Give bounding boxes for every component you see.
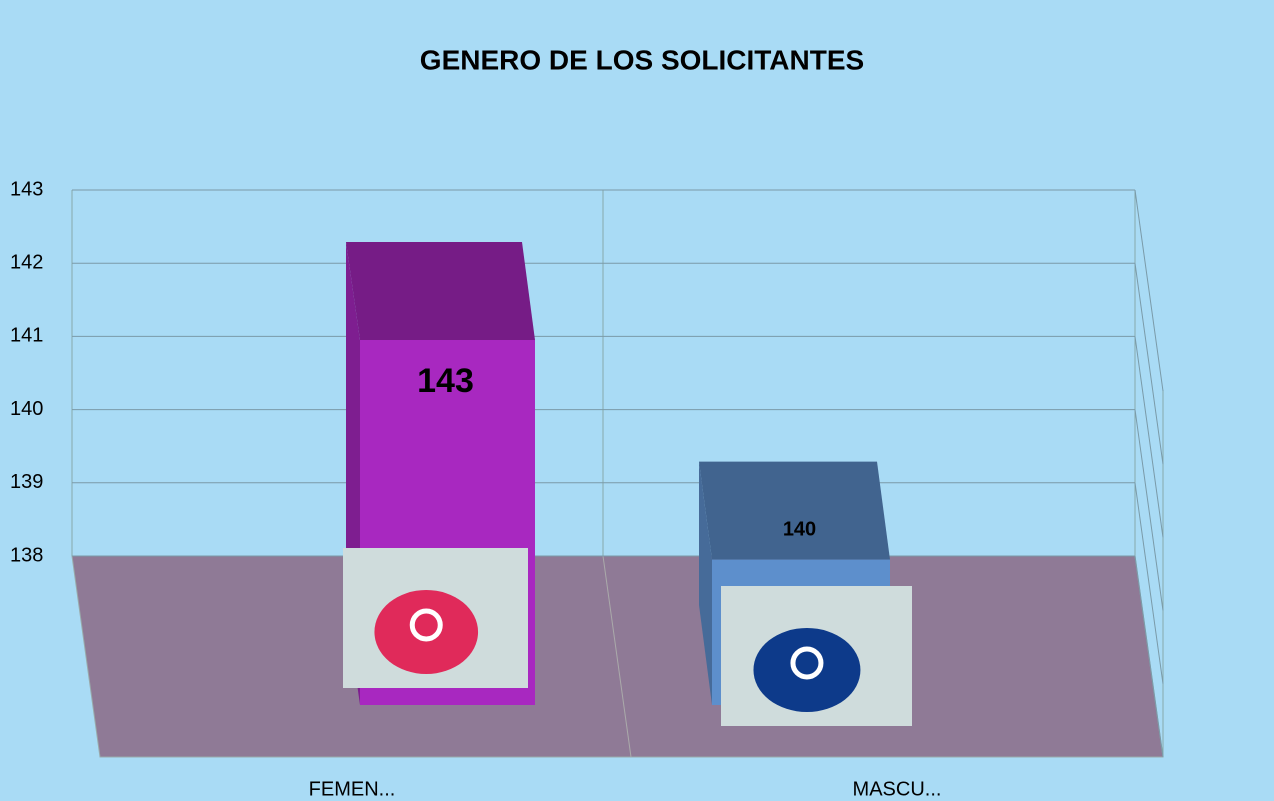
- y-tick-label: 142: [10, 251, 43, 273]
- bar-top: [346, 242, 535, 340]
- y-tick-label: 139: [10, 471, 43, 493]
- hand-icon: [753, 628, 861, 712]
- gender-symbol: [409, 608, 443, 642]
- y-tick-label: 143: [10, 178, 43, 200]
- grid-line: [1134, 336, 1164, 538]
- grid-line: [1134, 409, 1164, 611]
- value-label: 140: [783, 518, 816, 540]
- y-tick-label: 141: [10, 325, 43, 347]
- y-tick-label: 140: [10, 398, 43, 420]
- grid-line: [1134, 189, 1164, 392]
- grid-line: [1134, 263, 1164, 465]
- value-label: 143: [417, 362, 474, 400]
- x-tick-label: MASCU...: [853, 778, 942, 800]
- bar-side: [699, 461, 712, 705]
- x-tick-label: FEMEN...: [309, 778, 396, 800]
- gender-symbol: [790, 646, 824, 680]
- floor-edge: [602, 555, 632, 758]
- y-tick-label: 138: [10, 544, 43, 566]
- grid-line: [1134, 482, 1164, 684]
- chart-title: GENERO DE LOS SOLICITANTES: [420, 44, 864, 75]
- hand-icon: [374, 590, 479, 674]
- bar-top: [699, 461, 890, 560]
- grid-line: [1134, 555, 1164, 758]
